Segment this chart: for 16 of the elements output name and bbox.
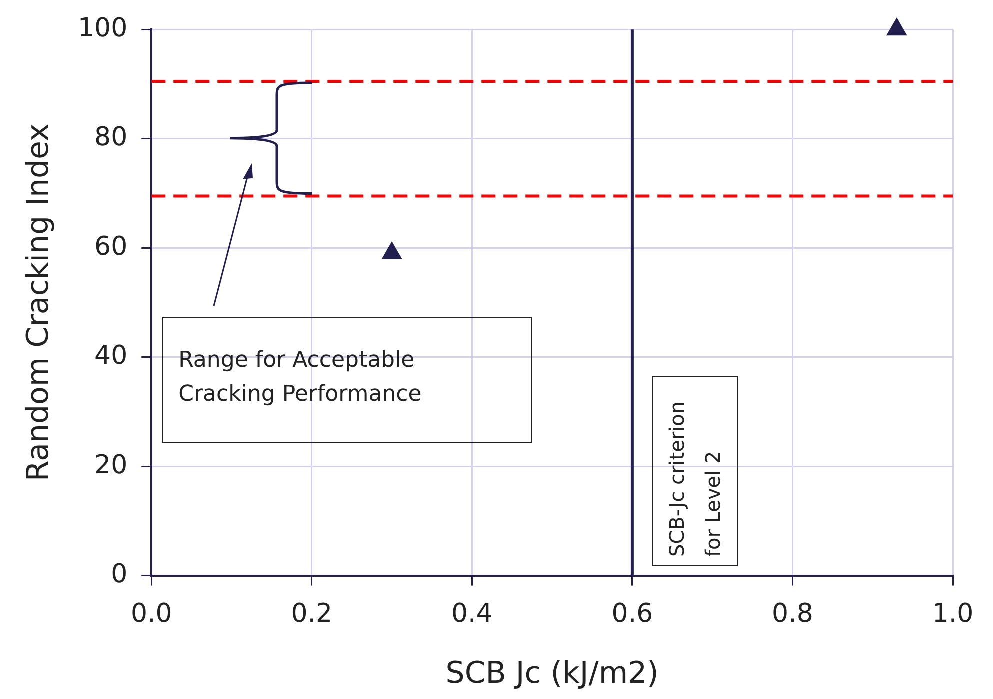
y-tick-label: 100 bbox=[78, 13, 128, 44]
x-tick-label: 0.0 bbox=[130, 599, 172, 630]
x-axis-title: SCB Jc (kJ/m2) bbox=[446, 656, 659, 691]
x-tick-label: 1.0 bbox=[932, 599, 974, 630]
y-tick-label: 20 bbox=[94, 450, 128, 480]
y-tick-label: 0 bbox=[111, 560, 128, 590]
y-tick-label: 60 bbox=[94, 232, 128, 262]
y-tick-label: 80 bbox=[94, 122, 128, 153]
y-tick-label: 40 bbox=[94, 341, 128, 372]
y-axis-title: Random Cracking Index bbox=[20, 124, 56, 482]
x-tick-label: 0.8 bbox=[772, 599, 814, 630]
x-tick-label: 0.6 bbox=[612, 599, 654, 630]
x-tick-label: 0.4 bbox=[451, 599, 493, 630]
annotation: Range for Acceptable Cracking Performance bbox=[162, 316, 532, 443]
ref-line-label: SCB-Jc criterion for Level 2 bbox=[652, 376, 738, 566]
x-tick-label: 0.2 bbox=[291, 599, 333, 630]
